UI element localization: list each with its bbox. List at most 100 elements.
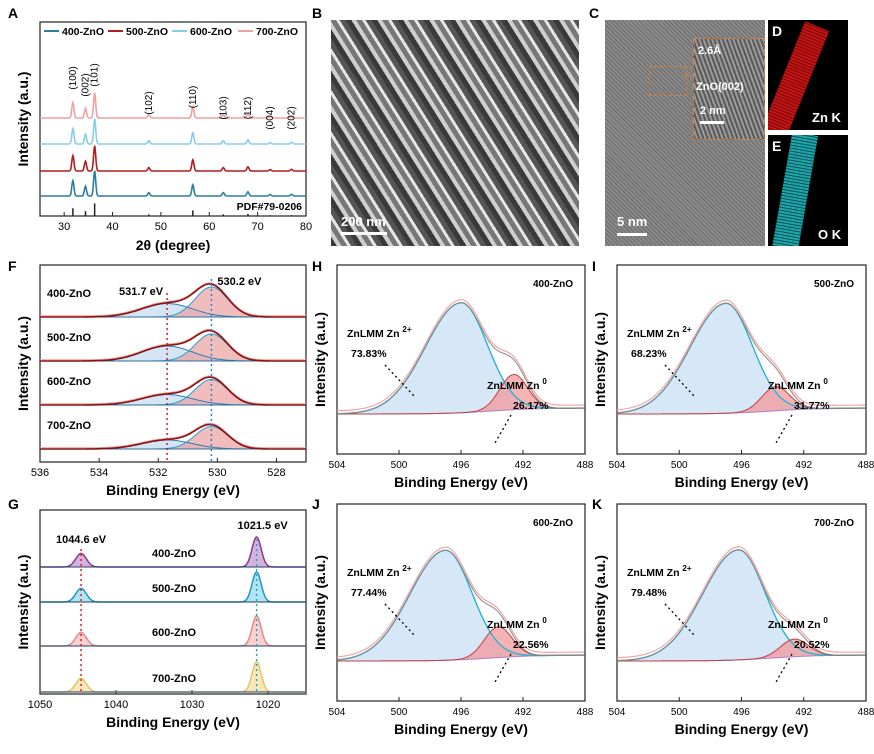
raw-data [337,299,585,412]
x-axis-label: Binding Energy (eV) [675,474,809,490]
peak-area [40,572,306,602]
fit-envelope [40,376,306,406]
x-axis-label: Binding Energy (eV) [675,721,809,737]
zn0-arrow [775,414,793,444]
eds-o-map: E O K [768,135,848,246]
x-tick-label: 50 [155,221,167,233]
zn2-arrow [384,364,416,398]
sem-scale-label: 200 nm [341,214,386,229]
tem-image: 2.6Å ZnO(002) 2 nm 5 nm [605,20,765,246]
peak-area [40,616,306,646]
xrd-chart: 30 40 50 60 70 80 Intensity (a.u.) 2θ (degree) 4… [15,21,312,253]
panel-label-h: H [312,258,323,274]
peak-label: (102) [144,91,155,114]
sem-image: 200 nm [331,20,579,246]
zn2-percent: 68.23% [631,348,667,360]
lattice-spacing: 2.6Å [698,45,722,57]
x-tick-label: 500 [391,707,408,718]
tem-inset: 2.6Å ZnO(002) 2 nm [693,38,765,140]
panel-label-j: J [312,496,320,512]
zn0-percent: 20.52% [794,639,830,651]
annotation-2: 530.2 eV [217,276,262,288]
x-axis-label: Binding Energy (eV) [106,714,240,730]
x-tick-label: 492 [795,460,812,471]
zn2-superscript: 2+ [402,325,411,334]
zn0-arrow [494,653,512,683]
x-tick-label: 30 [58,221,70,233]
sample-label: 700-ZnO [814,518,854,529]
zn2-label: ZnLMM Zn 2+ [627,325,692,340]
plot-frame [39,21,307,217]
panel-label-g: G [8,496,19,512]
peak-label: (202) [286,106,297,129]
fit-envelope [40,329,306,362]
auger-chart-400: 504 500 496 492 488 Binding Energy (eV) Intens… [312,264,593,490]
x-tick-label: 60 [203,221,215,233]
x-tick-label: 488 [577,707,593,718]
x-tick-label: 500 [671,460,688,471]
inset-scale-bar [700,121,724,124]
fit-envelope [617,549,866,662]
sample-label: 500-ZnO [814,279,854,290]
zn0-label: ZnLMM Zn 0 [487,377,547,392]
tem-scale-bar [617,233,647,236]
y-axis-label: Intensity (a.u.) [312,555,328,650]
legend-label: 700-ZnO [256,26,298,38]
reference-label: PDF#79-0206 [237,201,303,213]
raw-data [616,299,866,411]
panel-label-k: K [592,496,603,512]
peak-label: (110) [188,86,199,109]
x-tick-label: 40 [106,221,118,233]
x-tick-label: 70 [252,221,264,233]
x-tick-label: 488 [858,707,874,718]
series-label: 500-ZnO [47,332,91,344]
x-tick-label: 500 [391,460,408,471]
zn2-superscript: 2+ [682,325,691,334]
tem-zoom-box [649,66,687,96]
zn-element-label: Zn K [812,110,841,125]
peak-label: (004) [265,106,276,129]
legend-label: 600-ZnO [190,26,232,38]
zn0-area [337,374,585,414]
x-tick-label: 1030 [180,699,204,711]
y-axis-label: Intensity (a.u.) [592,555,608,650]
zn2p-chart: 1050 1040 1030 1020 Binding Energy (eV) Inten… [15,509,307,730]
sample-label: 400-ZnO [533,279,573,290]
x-tick-label: 1040 [104,699,128,711]
zn2-arrow [664,364,696,398]
zn2-superscript: 2+ [682,564,691,573]
zn0-label: ZnLMM Zn 0 [768,377,828,392]
y-axis-label: Intensity (a.u.) [15,555,31,650]
fit-envelope [40,423,306,450]
panel-label-d: D [772,23,783,39]
raw-data [40,328,306,361]
peak-label: (103) [218,96,229,119]
zn2-area [337,550,585,661]
zn0-label: ZnLMM Zn 0 [768,616,828,631]
zn2-label: ZnLMM Zn 2+ [627,564,692,579]
x-tick-label: 504 [609,460,626,471]
xrd-series-400-ZnO [40,170,306,197]
x-tick-label: 80 [300,221,312,233]
x-tick-label: 496 [453,460,470,471]
panel-label-f: F [8,258,17,274]
zn2-superscript: 2+ [402,564,411,573]
x-tick-label: 492 [515,707,532,718]
annotation-2: 1021.5 eV [238,520,289,532]
fit-envelope [616,302,866,414]
legend-label: 500-ZnO [126,26,168,38]
fit-area-peak1 [40,440,306,449]
zn0-superscript: 0 [542,377,547,386]
xrd-series-500-ZnO [40,145,306,172]
panel-label-c: C [589,5,600,21]
fit-envelope [336,549,585,661]
series-label: 600-ZnO [47,376,91,388]
x-tick-label: 504 [609,707,626,718]
auger-chart-600: 504 500 496 492 488 Binding Energy (eV) Intens… [312,503,593,737]
fit-area-peak1 [40,394,306,405]
panel-label-a: A [8,5,19,21]
annotation-1: 1044.6 eV [56,534,107,546]
zn0-percent: 31.77% [794,400,830,412]
eds-zn-map: D Zn K [768,20,848,130]
x-tick-label: 528 [267,467,285,479]
